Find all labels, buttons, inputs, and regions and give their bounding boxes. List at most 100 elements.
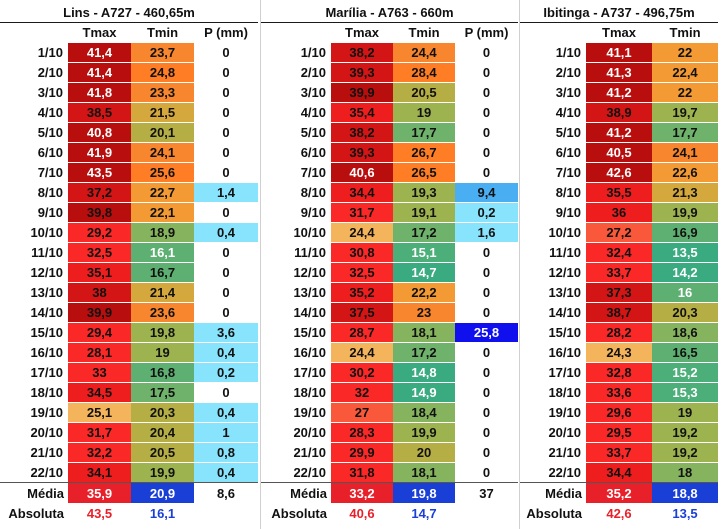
tmax-cell: 27,2 (586, 222, 652, 243)
tmax-cell: 41,3 (586, 62, 652, 83)
precip-cell: 0,2 (455, 202, 519, 223)
station-title: Lins - A727 - 460,65m (0, 2, 258, 23)
table-row: 16/10 28,1 19 0,4 (0, 342, 258, 363)
tmin-cell: 16 (652, 282, 719, 303)
table-row: 10/10 29,2 18,9 0,4 (0, 222, 258, 243)
media-tmax: 35,9 (68, 483, 131, 503)
tmin-cell: 15,1 (393, 242, 455, 263)
tmax-cell: 43,5 (68, 162, 131, 183)
tmin-cell: 22,7 (131, 182, 194, 203)
tmin-cell: 19,8 (131, 322, 194, 343)
date-cell: 22/10 (261, 462, 331, 483)
tmin-cell: 19,9 (652, 202, 719, 223)
tmin-cell: 15,2 (652, 362, 719, 383)
date-cell: 18/10 (520, 382, 586, 403)
table-row: 10/10 27,2 16,9 (520, 222, 719, 243)
column-divider (519, 0, 520, 529)
tmin-cell: 19 (652, 402, 719, 423)
tmin-cell: 20 (393, 442, 455, 463)
media-precip: 37 (479, 485, 494, 501)
date-cell: 22/10 (0, 462, 68, 483)
absolute-tmax: 42,6 (606, 505, 632, 521)
tmax-cell: 41,8 (68, 82, 131, 103)
tmax-cell: 29,4 (68, 322, 131, 343)
tmax-cell: 24,3 (586, 342, 652, 363)
date-cell: 13/10 (0, 282, 68, 303)
date-cell: 19/10 (261, 402, 331, 423)
precip-cell: 3,6 (194, 322, 258, 343)
precip-cell: 0,4 (194, 342, 258, 363)
date-cell: 12/10 (520, 262, 586, 283)
station-table-ibitinga: Ibitinga - A737 - 496,75m Tmax Tmin 1/10… (520, 2, 719, 523)
tmin-cell: 14,9 (393, 382, 455, 403)
tmax-cell: 33,7 (586, 442, 652, 463)
tmax-cell: 28,2 (586, 322, 652, 343)
tmin-cell: 19,2 (652, 442, 719, 463)
precip-cell: 0 (455, 282, 519, 303)
media-tmax: 35,2 (586, 483, 652, 503)
tmin-cell: 15,3 (652, 382, 719, 403)
tmax-cell: 32,4 (586, 242, 652, 263)
tmin-cell: 18,1 (393, 322, 455, 343)
precip-cell: 0 (194, 42, 258, 63)
table-row: 2/10 39,3 28,4 0 (261, 62, 519, 83)
date-cell: 11/10 (261, 242, 331, 263)
table-row: 15/10 29,4 19,8 3,6 (0, 322, 258, 343)
station-title: Ibitinga - A737 - 496,75m (520, 2, 719, 23)
date-cell: 17/10 (261, 362, 331, 383)
tmax-cell: 41,9 (68, 142, 131, 163)
table-row: 2/10 41,3 22,4 (520, 62, 719, 83)
precip-cell: 0 (194, 102, 258, 123)
date-cell: 4/10 (0, 102, 68, 123)
precip-cell: 0 (194, 62, 258, 83)
tmax-cell: 40,8 (68, 122, 131, 143)
precip-cell: 0 (194, 162, 258, 183)
tmin-cell: 24,1 (131, 142, 194, 163)
date-cell: 8/10 (520, 182, 586, 203)
precip-cell: 0 (194, 82, 258, 103)
date-cell: 20/10 (0, 422, 68, 443)
date-cell: 2/10 (0, 62, 68, 83)
table-row: 12/10 32,5 14,7 0 (261, 262, 519, 283)
table-row: 1/10 41,4 23,7 0 (0, 42, 258, 63)
date-cell: 17/10 (0, 362, 68, 383)
table-row: 19/10 27 18,4 0 (261, 402, 519, 423)
absolute-tmax: 40,6 (349, 505, 375, 521)
date-cell: 12/10 (0, 262, 68, 283)
tmax-cell: 32,8 (586, 362, 652, 383)
table-row: 14/10 37,5 23 0 (261, 302, 519, 323)
precip-cell: 9,4 (455, 182, 519, 203)
table-row: 19/10 25,1 20,3 0,4 (0, 402, 258, 423)
table-row: 22/10 34,1 19,9 0,4 (0, 462, 258, 483)
table-row: 1/10 41,1 22 (520, 42, 719, 63)
table-row: 13/10 37,3 16 (520, 282, 719, 303)
tmin-cell: 25,6 (131, 162, 194, 183)
table-row: 9/10 36 19,9 (520, 202, 719, 223)
tmin-cell: 17,5 (131, 382, 194, 403)
precip-cell: 0,2 (194, 362, 258, 383)
date-cell: 5/10 (261, 122, 331, 143)
tmin-cell: 19,2 (652, 422, 719, 443)
table-row: 20/10 31,7 20,4 1 (0, 422, 258, 443)
tmin-cell: 26,5 (393, 162, 455, 183)
precip-cell: 0 (194, 262, 258, 283)
station-title: Marília - A763 - 660m (261, 2, 519, 23)
media-precip: 8,6 (216, 485, 236, 501)
precip-cell: 0,8 (194, 442, 258, 463)
table-row: 6/10 39,3 26,7 0 (261, 142, 519, 163)
precip-cell: 0 (455, 142, 519, 163)
date-cell: 21/10 (0, 442, 68, 463)
precip-cell: 0 (455, 402, 519, 423)
absolute-label: Absoluta (271, 505, 327, 521)
date-cell: 19/10 (520, 402, 586, 423)
date-header (520, 23, 586, 43)
tmin-cell: 19,7 (652, 102, 719, 123)
date-cell: 9/10 (520, 202, 586, 223)
date-cell: 6/10 (261, 142, 331, 163)
date-cell: 18/10 (0, 382, 68, 403)
tmin-cell: 20,1 (131, 122, 194, 143)
tmax-cell: 33,6 (586, 382, 652, 403)
tmax-cell: 35,5 (586, 182, 652, 203)
precip-cell: 0 (455, 162, 519, 183)
